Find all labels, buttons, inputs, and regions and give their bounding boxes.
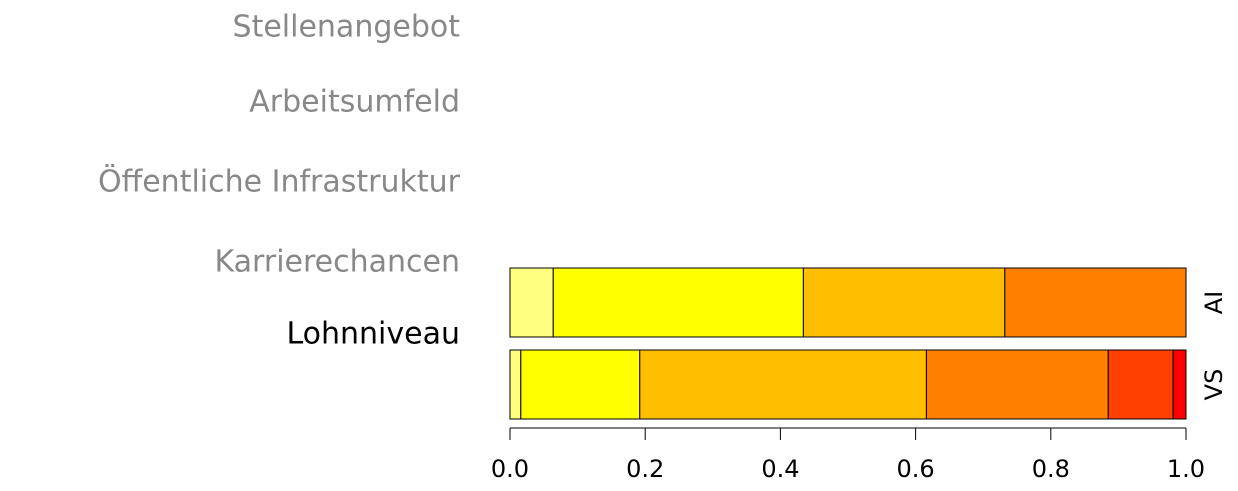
side-label: Lohnniveau [286, 317, 460, 352]
bar-segment [509, 349, 522, 420]
side-label: Öffentliche Infrastruktur [98, 164, 461, 200]
bar-segment [520, 349, 641, 420]
bar-segment [1172, 349, 1187, 420]
bar-segment [509, 267, 554, 338]
side-label: Stellenangebot [233, 10, 461, 45]
x-tick-label: 0.6 [897, 455, 935, 483]
bar-segment [639, 349, 927, 420]
side-label: Arbeitsumfeld [249, 85, 460, 120]
bar-segment [552, 267, 804, 338]
bar-segment [1004, 267, 1187, 338]
category-label: AI [1200, 291, 1228, 315]
side-label: Karrierechancen [215, 245, 460, 280]
x-tick-label: 0.8 [1032, 455, 1070, 483]
bar-segment [925, 349, 1109, 420]
x-tick-label: 0.0 [491, 455, 529, 483]
bar-segment [802, 267, 1006, 338]
x-tick-label: 0.2 [626, 455, 664, 483]
bar-segment [1107, 349, 1174, 420]
category-label: VS [1200, 369, 1228, 401]
x-tick-label: 1.0 [1167, 455, 1205, 483]
x-tick-label: 0.4 [761, 455, 799, 483]
